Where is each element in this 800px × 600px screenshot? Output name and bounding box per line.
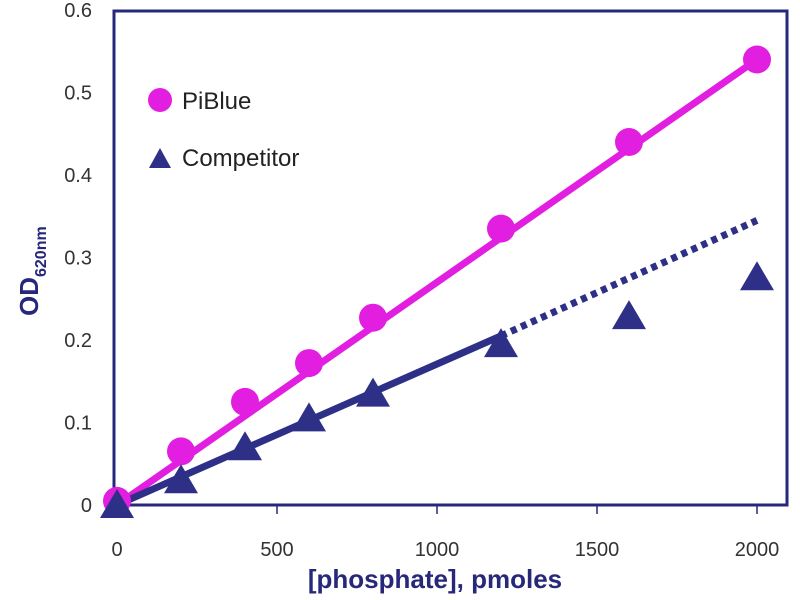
piblue-point xyxy=(743,45,771,74)
x-tick-label: 1500 xyxy=(575,539,620,561)
y-axis-label: OD620nm xyxy=(14,226,50,316)
legend-marker-piblue xyxy=(148,88,172,112)
competitor-point xyxy=(100,489,134,518)
x-axis-label: [phosphate], pmoles xyxy=(308,564,562,594)
piblue-point xyxy=(359,303,387,332)
competitor-point xyxy=(356,377,390,407)
y-axis-label-sub: 620nm xyxy=(33,226,50,277)
piblue-point xyxy=(231,387,259,416)
x-tick-label: 500 xyxy=(260,539,293,561)
piblue-point xyxy=(167,437,195,466)
competitor-point xyxy=(484,328,518,358)
legend-label-competitor: Competitor xyxy=(182,145,299,172)
plot-frame xyxy=(112,9,789,507)
y-tick-label: 0.1 xyxy=(64,413,92,435)
piblue-point xyxy=(487,214,515,243)
legend: PiBlue Competitor xyxy=(148,88,299,172)
competitor-point xyxy=(164,464,198,494)
y-tick-label: 0 xyxy=(81,495,92,517)
x-tick-label: 0 xyxy=(111,539,122,561)
legend-label-piblue: PiBlue xyxy=(182,88,251,115)
competitor-extrapolation-line xyxy=(499,217,759,340)
competitor-point xyxy=(740,261,774,291)
y-axis-label-main: OD xyxy=(14,277,44,316)
y-tick-label: 0.6 xyxy=(64,0,92,22)
x-tick-label: 2000 xyxy=(735,539,780,561)
y-tick-label: 0.5 xyxy=(64,83,92,105)
competitor-point xyxy=(612,300,646,330)
y-tick-label: 0.4 xyxy=(64,165,92,187)
y-tick-label: 0.2 xyxy=(64,330,92,352)
y-tick-label: 0.3 xyxy=(64,248,92,270)
competitor-point xyxy=(228,431,262,461)
legend-marker-competitor xyxy=(149,148,171,168)
piblue-fit-line xyxy=(115,56,759,508)
piblue-point xyxy=(615,128,643,156)
svg-text:OD620nm: OD620nm xyxy=(14,226,50,316)
x-tick-label: 1000 xyxy=(415,539,460,561)
competitor-point xyxy=(292,402,326,432)
piblue-point xyxy=(295,349,323,378)
